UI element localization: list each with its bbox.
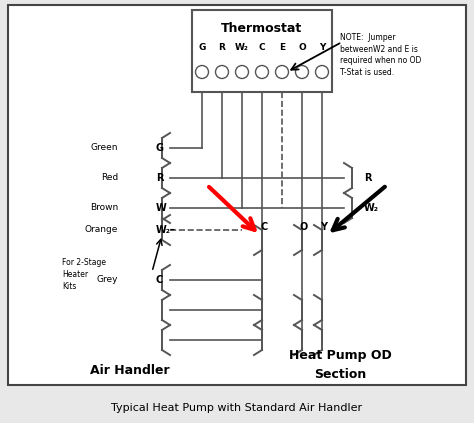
Text: W: W	[156, 203, 167, 213]
Text: Air Handler: Air Handler	[90, 363, 170, 376]
Text: R: R	[156, 173, 164, 183]
Text: G: G	[156, 143, 164, 153]
Text: Red: Red	[101, 173, 118, 182]
Text: Grey: Grey	[97, 275, 118, 285]
Text: R: R	[219, 44, 226, 52]
Text: Typical Heat Pump with Standard Air Handler: Typical Heat Pump with Standard Air Hand…	[111, 403, 363, 413]
Circle shape	[236, 66, 248, 79]
Circle shape	[316, 66, 328, 79]
Text: R: R	[364, 173, 372, 183]
Bar	[8, 5, 466, 385]
Text: C: C	[156, 275, 163, 285]
Text: For 2-Stage
Heater
Kits: For 2-Stage Heater Kits	[62, 258, 106, 291]
Text: W₂: W₂	[364, 203, 379, 213]
Circle shape	[255, 66, 268, 79]
Text: W₂–: W₂–	[156, 225, 176, 235]
Text: G: G	[198, 44, 206, 52]
Text: Y: Y	[319, 44, 325, 52]
Text: Brown: Brown	[90, 203, 118, 212]
Text: Heat Pump OD
Section: Heat Pump OD Section	[289, 349, 392, 381]
Text: Orange: Orange	[85, 225, 118, 234]
Circle shape	[216, 66, 228, 79]
Text: Thermostat: Thermostat	[221, 22, 302, 35]
Text: Green: Green	[91, 143, 118, 153]
Text: O: O	[298, 44, 306, 52]
Text: W₂: W₂	[235, 44, 249, 52]
Circle shape	[295, 66, 309, 79]
Text: C: C	[259, 44, 265, 52]
Text: E: E	[279, 44, 285, 52]
Circle shape	[275, 66, 289, 79]
Text: NOTE:  Jumper
betweenW2 and E is
required when no OD
T-Stat is used.: NOTE: Jumper betweenW2 and E is required…	[340, 33, 421, 77]
Circle shape	[195, 66, 209, 79]
Text: Y: Y	[320, 222, 328, 232]
Bar	[192, 10, 332, 92]
Text: O: O	[300, 222, 308, 232]
Text: C: C	[260, 222, 268, 232]
